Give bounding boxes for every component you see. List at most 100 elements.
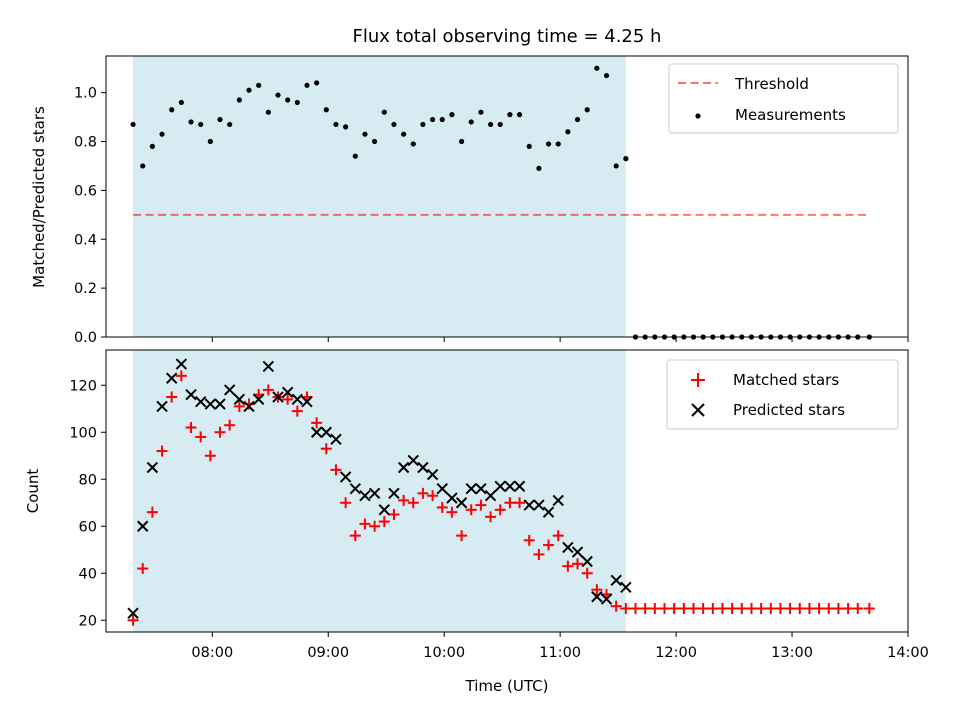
matched-star-point bbox=[552, 530, 564, 542]
predicted-star-point bbox=[552, 494, 564, 507]
predicted-star-point bbox=[407, 454, 419, 467]
matched-star-point bbox=[446, 506, 458, 518]
predicted-star-point bbox=[591, 591, 603, 603]
matched-star-point bbox=[427, 490, 439, 502]
measurement-point bbox=[333, 121, 339, 128]
predicted-star-point bbox=[388, 487, 400, 500]
measurement-point bbox=[140, 163, 146, 169]
top-y-axis-ticks: 0.0 0.2 0.4 0.6 0.8 1.0 bbox=[74, 86, 106, 346]
matched-star-point bbox=[523, 534, 535, 546]
measurement-point bbox=[294, 99, 300, 106]
legend-matched-swatch bbox=[691, 373, 705, 387]
matched-star-point bbox=[175, 370, 187, 382]
matched-star-point bbox=[465, 504, 477, 516]
bottom-y-axis-label: Count bbox=[24, 469, 42, 514]
predicted-star-point bbox=[146, 461, 159, 474]
measurement-point bbox=[536, 165, 542, 171]
predicted-star-point bbox=[436, 482, 448, 495]
predicted-star-point bbox=[610, 574, 622, 587]
predicted-star-point bbox=[137, 520, 149, 532]
predicted-star-point bbox=[455, 497, 468, 509]
predicted-star-point bbox=[465, 482, 477, 495]
legend-measurements-label: Measurements bbox=[735, 106, 846, 124]
measurement-point bbox=[574, 116, 581, 123]
predicted-star-point bbox=[330, 433, 342, 446]
predicted-star-point bbox=[262, 360, 275, 373]
measurement-point bbox=[516, 112, 523, 118]
measurement-point bbox=[623, 156, 629, 162]
top-plot-frame bbox=[105, 55, 909, 338]
matched-star-point bbox=[311, 417, 323, 429]
bottom-shaded-interval bbox=[133, 350, 626, 632]
measurement-point bbox=[391, 121, 397, 128]
measurement-point bbox=[478, 109, 484, 115]
predicted-star-point bbox=[600, 593, 613, 605]
measurement-point bbox=[169, 107, 175, 113]
predicted-star-point bbox=[562, 541, 574, 554]
predicted-star-point bbox=[243, 400, 255, 413]
measurement-point bbox=[236, 97, 242, 103]
predicted-star-point bbox=[494, 480, 506, 493]
bottom-y-axis-ticks: 20 40 60 80 100 120 bbox=[69, 378, 106, 629]
measurement-point bbox=[458, 138, 465, 145]
predicted-star-point bbox=[252, 393, 265, 406]
predicted-star-point bbox=[446, 492, 458, 504]
bottom-x-tick-label: 09:00 bbox=[307, 645, 349, 661]
predicted-star-point bbox=[349, 482, 362, 495]
matched-star-point bbox=[765, 603, 777, 614]
matched-star-point bbox=[369, 520, 381, 532]
matched-star-point bbox=[755, 603, 767, 614]
matched-star-point bbox=[166, 391, 178, 403]
predicted-star-point bbox=[272, 391, 284, 403]
matched-star-point bbox=[262, 384, 274, 396]
matched-star-point bbox=[475, 499, 487, 511]
predicted-star-point bbox=[533, 499, 545, 511]
measurement-point bbox=[372, 138, 378, 145]
predicted-star-point bbox=[484, 489, 497, 502]
measurement-point bbox=[381, 109, 387, 115]
measurement-point bbox=[217, 116, 223, 123]
matched-star-point bbox=[291, 405, 303, 417]
predicted-star-point bbox=[339, 471, 352, 483]
bottom-y-tick-label: 60 bbox=[79, 519, 97, 535]
matched-star-point bbox=[282, 393, 294, 405]
measurement-point bbox=[188, 119, 194, 125]
bottom-x-tick-label: 11:00 bbox=[539, 645, 581, 661]
matched-star-point bbox=[562, 560, 574, 572]
matched-star-point bbox=[678, 603, 690, 614]
matched-star-point bbox=[349, 530, 361, 542]
measurement-point bbox=[497, 121, 503, 128]
matched-star-point bbox=[214, 426, 226, 438]
predicted-star-point bbox=[310, 426, 323, 438]
predicted-star-point bbox=[581, 555, 593, 568]
measurement-point bbox=[468, 119, 474, 125]
predicted-star-point bbox=[378, 504, 390, 516]
matched-star-point bbox=[813, 603, 825, 614]
matched-star-point bbox=[852, 603, 864, 614]
bottom-legend: Matched stars Predicted stars bbox=[666, 359, 899, 430]
matched-star-point bbox=[514, 497, 526, 509]
measurement-point bbox=[526, 143, 532, 150]
bottom-x-axis-ticks: 08:00 09:00 10:00 11:00 12:00 13:00 14:00 bbox=[191, 632, 929, 661]
matched-star-point bbox=[794, 603, 806, 614]
measurement-point bbox=[401, 131, 407, 137]
measurement-point bbox=[362, 131, 368, 137]
matched-star-point bbox=[533, 548, 545, 560]
predicted-stars-series bbox=[127, 358, 632, 619]
measurement-point bbox=[149, 143, 155, 150]
matched-star-point bbox=[388, 509, 400, 520]
predicted-star-point bbox=[475, 482, 487, 495]
matched-star-point bbox=[823, 603, 835, 614]
matched-star-point bbox=[127, 614, 139, 626]
measurement-point bbox=[198, 121, 204, 128]
matched-star-point bbox=[320, 443, 332, 455]
predicted-star-point bbox=[291, 393, 304, 406]
matched-star-point bbox=[330, 464, 342, 476]
predicted-star-point bbox=[523, 499, 535, 511]
matched-star-point bbox=[485, 511, 497, 523]
matched-star-point bbox=[716, 603, 728, 614]
matched-star-point bbox=[156, 445, 168, 457]
bottom-x-tick-label: 10:00 bbox=[423, 645, 465, 661]
matched-star-point bbox=[436, 501, 448, 513]
matched-star-point bbox=[378, 516, 390, 528]
